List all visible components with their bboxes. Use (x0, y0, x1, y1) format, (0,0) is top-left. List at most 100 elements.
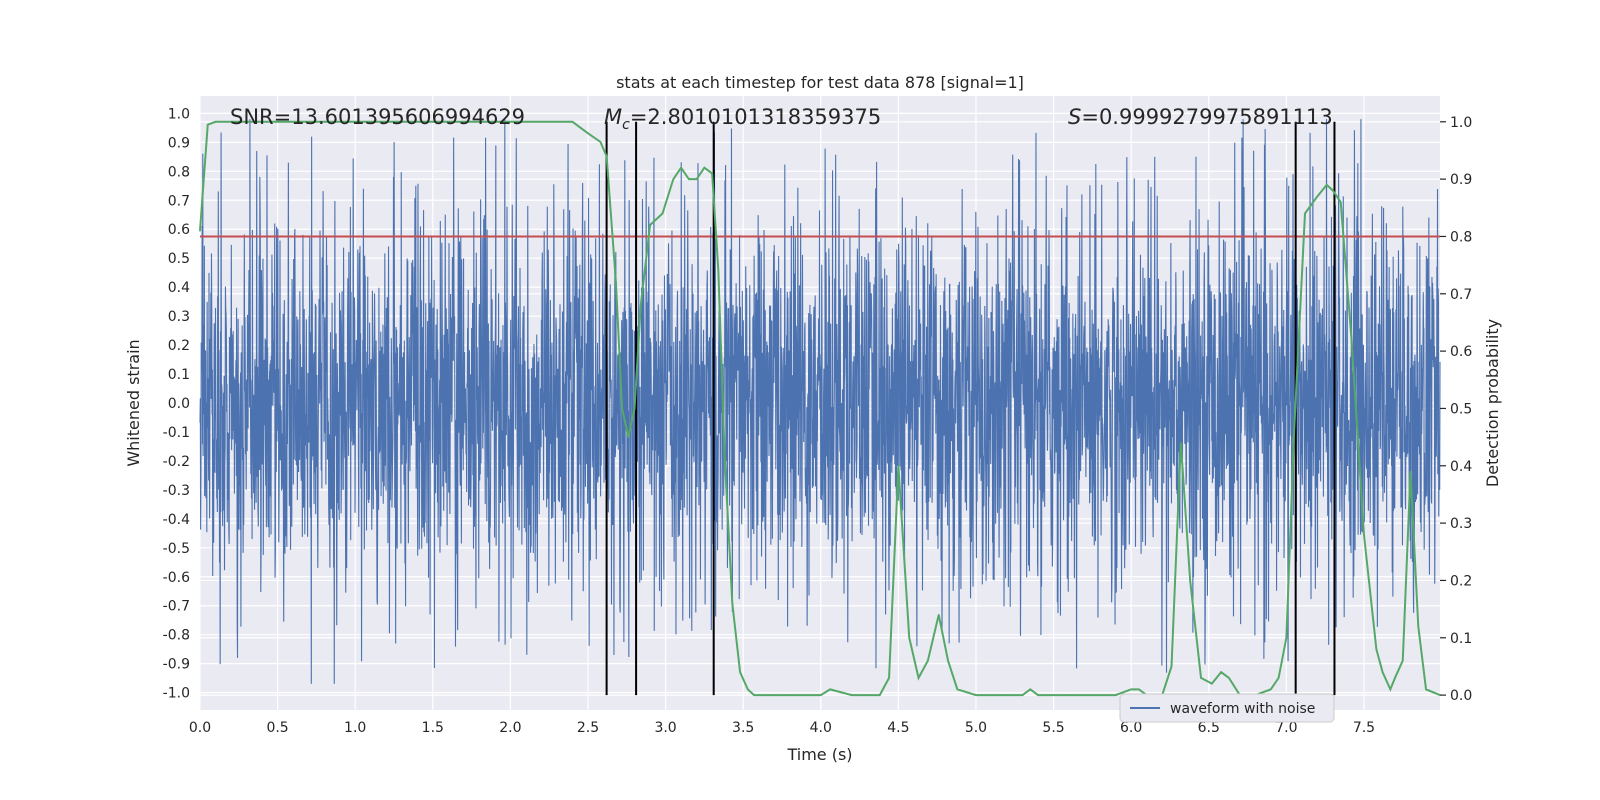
x-tick-label: 5.5 (1042, 720, 1064, 736)
probability-point (908, 636, 911, 639)
probability-point (747, 688, 749, 691)
y-tick-label: 0.7 (168, 193, 190, 209)
y-tick-label: -0.9 (163, 657, 190, 673)
probability-point (571, 120, 574, 123)
probability-point (1189, 579, 1191, 582)
x-tick-label: 3.5 (732, 720, 754, 736)
probability-point (695, 178, 698, 180)
probability-point (866, 694, 869, 696)
probability-point (587, 132, 589, 135)
probability-point (230, 120, 232, 123)
probability-point (1381, 671, 1384, 673)
probability-point (888, 677, 890, 679)
probability-point (1220, 671, 1222, 673)
legend-label: waveform with noise (1170, 701, 1315, 717)
y-tick-label: 1.0 (168, 106, 190, 122)
y-tick-label: -1.0 (163, 686, 190, 702)
probability-point (1037, 694, 1039, 696)
y2-tick-label: 0.2 (1450, 573, 1472, 589)
probability-point (680, 166, 682, 169)
x-tick-label: 4.0 (810, 720, 832, 736)
y-tick-label: -0.7 (163, 599, 190, 615)
x-tick-label: 0.5 (266, 720, 288, 736)
probability-point (1170, 665, 1173, 668)
probability-point (639, 304, 642, 307)
y-tick-label: 0.2 (168, 338, 190, 354)
probability-point (829, 688, 831, 691)
probability-point (509, 120, 512, 123)
probability-point (878, 694, 881, 696)
probability-line (199, 120, 1441, 697)
probability-point (1304, 212, 1306, 215)
y-tick-label: -0.2 (163, 454, 190, 470)
y-tick-label: -0.6 (163, 570, 190, 586)
y2-axis-label: Detection probability (1483, 319, 1502, 487)
x-tick-label: 2.0 (499, 720, 521, 736)
probability-point (897, 464, 900, 467)
y2-tick-label: 0.0 (1450, 688, 1472, 704)
snr-annotation: SNR=13.601395606994629 (230, 105, 525, 129)
y-tick-label: -0.8 (163, 628, 190, 644)
y-tick-label: 0.4 (168, 280, 190, 296)
probability-point (851, 694, 853, 696)
probability-point (773, 694, 776, 696)
probability-point (1138, 688, 1140, 691)
probability-point (1389, 688, 1392, 691)
probability-point (1394, 677, 1396, 679)
probability-point (1293, 430, 1295, 433)
x-tick-label: 1.5 (422, 720, 444, 736)
probability-point (1021, 694, 1024, 696)
probability-point (937, 614, 940, 616)
probability-point (975, 694, 977, 696)
x-tick-label: 6.5 (1198, 720, 1220, 736)
probability-point (627, 436, 630, 438)
probability-point (753, 694, 755, 696)
y-tick-label: -0.3 (163, 483, 190, 499)
x-tick-label: 3.0 (654, 720, 676, 736)
x-tick-label: 7.0 (1275, 720, 1297, 736)
x-tick-label: 7.5 (1353, 720, 1375, 736)
probability-point (717, 270, 720, 272)
probability-point (206, 123, 209, 126)
y-tick-label: -0.5 (163, 541, 190, 557)
probability-point (1332, 189, 1334, 192)
y2-tick-label: 0.3 (1450, 516, 1472, 532)
y2-tick-label: 0.5 (1450, 401, 1472, 417)
probability-point (633, 407, 636, 410)
probability-point (688, 178, 690, 180)
probability-point (1180, 442, 1182, 444)
chirp-mass-symbol: M (604, 105, 622, 129)
probability-point (649, 224, 651, 226)
probability-point (1417, 625, 1420, 628)
x-tick-label: 6.0 (1120, 720, 1142, 736)
y-tick-label: 0.8 (168, 164, 190, 180)
probability-point (1350, 338, 1353, 341)
y-tick-label: -0.4 (163, 512, 190, 528)
probability-point (1363, 533, 1365, 536)
y-tick-label: 0.0 (168, 396, 190, 412)
probability-point (599, 141, 602, 143)
x-ticks: 0.0 0.5 1.0 1.5 2.0 2.5 3.0 3.5 4.0 4.5 5.0 5.5 6.0 6… (189, 720, 1375, 736)
chart-title: stats at each timestep for test data 878… (616, 73, 1024, 92)
score-symbol: S (1068, 105, 1081, 129)
probability-point (1029, 688, 1032, 691)
legend: waveform with noise (1119, 693, 1335, 723)
probability-point (199, 229, 201, 232)
chirp-mass-value: =2.8010101318359375 (630, 105, 881, 129)
probability-point (1339, 201, 1342, 203)
y2-tick-label: 0.6 (1450, 344, 1472, 360)
x-tick-label: 5.0 (965, 720, 987, 736)
y2-tick-label: 0.4 (1450, 459, 1472, 475)
score-annotation: S=0.9999279975891113 (1068, 105, 1333, 129)
x-tick-label: 0.0 (189, 720, 211, 736)
y2-tick-label: 0.8 (1450, 229, 1472, 245)
probability-point (947, 659, 949, 662)
score-value: =0.9999279975891113 (1081, 105, 1332, 129)
probability-series (199, 120, 1441, 697)
x-tick-label: 4.5 (887, 720, 909, 736)
probability-point (605, 155, 608, 157)
probability-point (819, 694, 822, 696)
legend-box (1119, 693, 1335, 723)
probability-point (723, 453, 726, 456)
probability-point (1270, 688, 1272, 691)
